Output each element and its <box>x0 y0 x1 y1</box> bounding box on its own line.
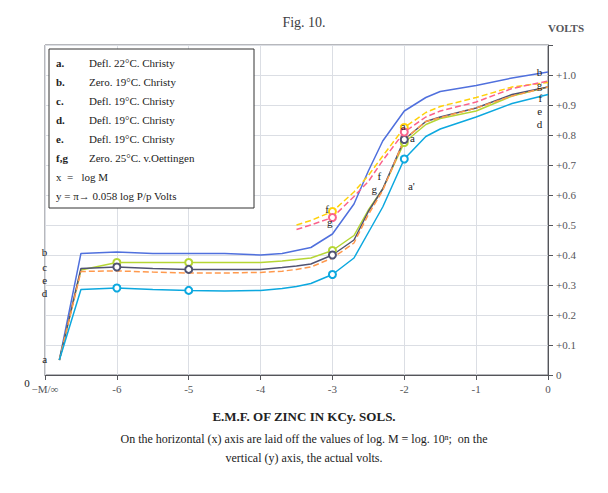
svg-text:+0.8: +0.8 <box>556 129 576 141</box>
svg-text:-4: -4 <box>256 383 266 395</box>
svg-text:b: b <box>537 66 543 78</box>
svg-text:E.M.F. OF ZINC IN KCy. SOLS.: E.M.F. OF ZINC IN KCy. SOLS. <box>212 409 395 424</box>
svg-text:d.: d. <box>56 114 65 126</box>
svg-text:Fig. 10.: Fig. 10. <box>282 15 325 30</box>
svg-text:0: 0 <box>556 369 562 381</box>
svg-text:f: f <box>539 92 543 104</box>
svg-text:f,g: f,g <box>56 152 68 164</box>
svg-text:d: d <box>42 287 48 299</box>
svg-text:f: f <box>325 203 329 215</box>
svg-text:Zero. 25°C. v.Oettingen: Zero. 25°C. v.Oettingen <box>89 152 195 164</box>
svg-text:+0.1: +0.1 <box>556 339 576 351</box>
svg-text:+0.6: +0.6 <box>556 189 576 201</box>
svg-text:x = log M: x = log M <box>56 171 108 183</box>
svg-text:b: b <box>42 246 48 258</box>
svg-text:Defl. 19°C. Christy: Defl. 19°C. Christy <box>89 133 175 145</box>
svg-text:c: c <box>42 261 47 273</box>
svg-text:g: g <box>537 79 543 91</box>
svg-text:a: a <box>410 132 415 144</box>
svg-text:c.: c. <box>56 95 64 107</box>
svg-text:Defl. 22°C. Christy: Defl. 22°C. Christy <box>89 57 175 69</box>
svg-text:e: e <box>537 105 542 117</box>
svg-text:+0.7: +0.7 <box>556 159 576 171</box>
svg-text:Zero. 19°C. Christy: Zero. 19°C. Christy <box>89 76 176 88</box>
svg-text:-1: -1 <box>472 383 481 395</box>
svg-text:a': a' <box>408 180 415 192</box>
svg-text:vertical (y) axis, the actual: vertical (y) axis, the actual volts. <box>226 451 383 465</box>
svg-text:+1.0: +1.0 <box>556 69 576 81</box>
svg-text:d: d <box>537 118 543 130</box>
svg-text:+0.4: +0.4 <box>556 249 576 261</box>
svg-text:-2: -2 <box>400 383 409 395</box>
svg-text:+0.2: +0.2 <box>556 309 576 321</box>
svg-text:g: g <box>371 183 377 195</box>
svg-text:a: a <box>401 120 406 132</box>
svg-text:f: f <box>378 170 382 182</box>
svg-text:y = π→ 0.058 log P/p Volts: y = π→ 0.058 log P/p Volts <box>56 190 176 202</box>
svg-text:a.: a. <box>56 57 65 69</box>
svg-text:+0.3: +0.3 <box>556 279 576 291</box>
svg-text:+0.5: +0.5 <box>556 219 576 231</box>
svg-text:0: 0 <box>24 377 30 389</box>
svg-text:On the horizontal (x) axis are: On the horizontal (x) axis are laid off … <box>121 432 488 446</box>
svg-text:b.: b. <box>56 76 65 88</box>
svg-text:-3: -3 <box>328 383 338 395</box>
svg-text:a: a <box>42 353 47 365</box>
svg-text:g: g <box>327 216 333 228</box>
svg-text:e: e <box>42 274 47 286</box>
svg-text:+0.9: +0.9 <box>556 99 576 111</box>
svg-text:-6: -6 <box>112 383 122 395</box>
svg-text:e.: e. <box>56 133 64 145</box>
svg-text:VOLTS: VOLTS <box>548 22 584 34</box>
svg-text:Defl. 19°C. Christy: Defl. 19°C. Christy <box>89 114 175 126</box>
svg-text:−M/∞: −M/∞ <box>32 383 59 395</box>
svg-text:-5: -5 <box>184 383 194 395</box>
svg-text:0: 0 <box>545 383 551 395</box>
svg-text:Defl. 19°C. Christy: Defl. 19°C. Christy <box>89 95 175 107</box>
